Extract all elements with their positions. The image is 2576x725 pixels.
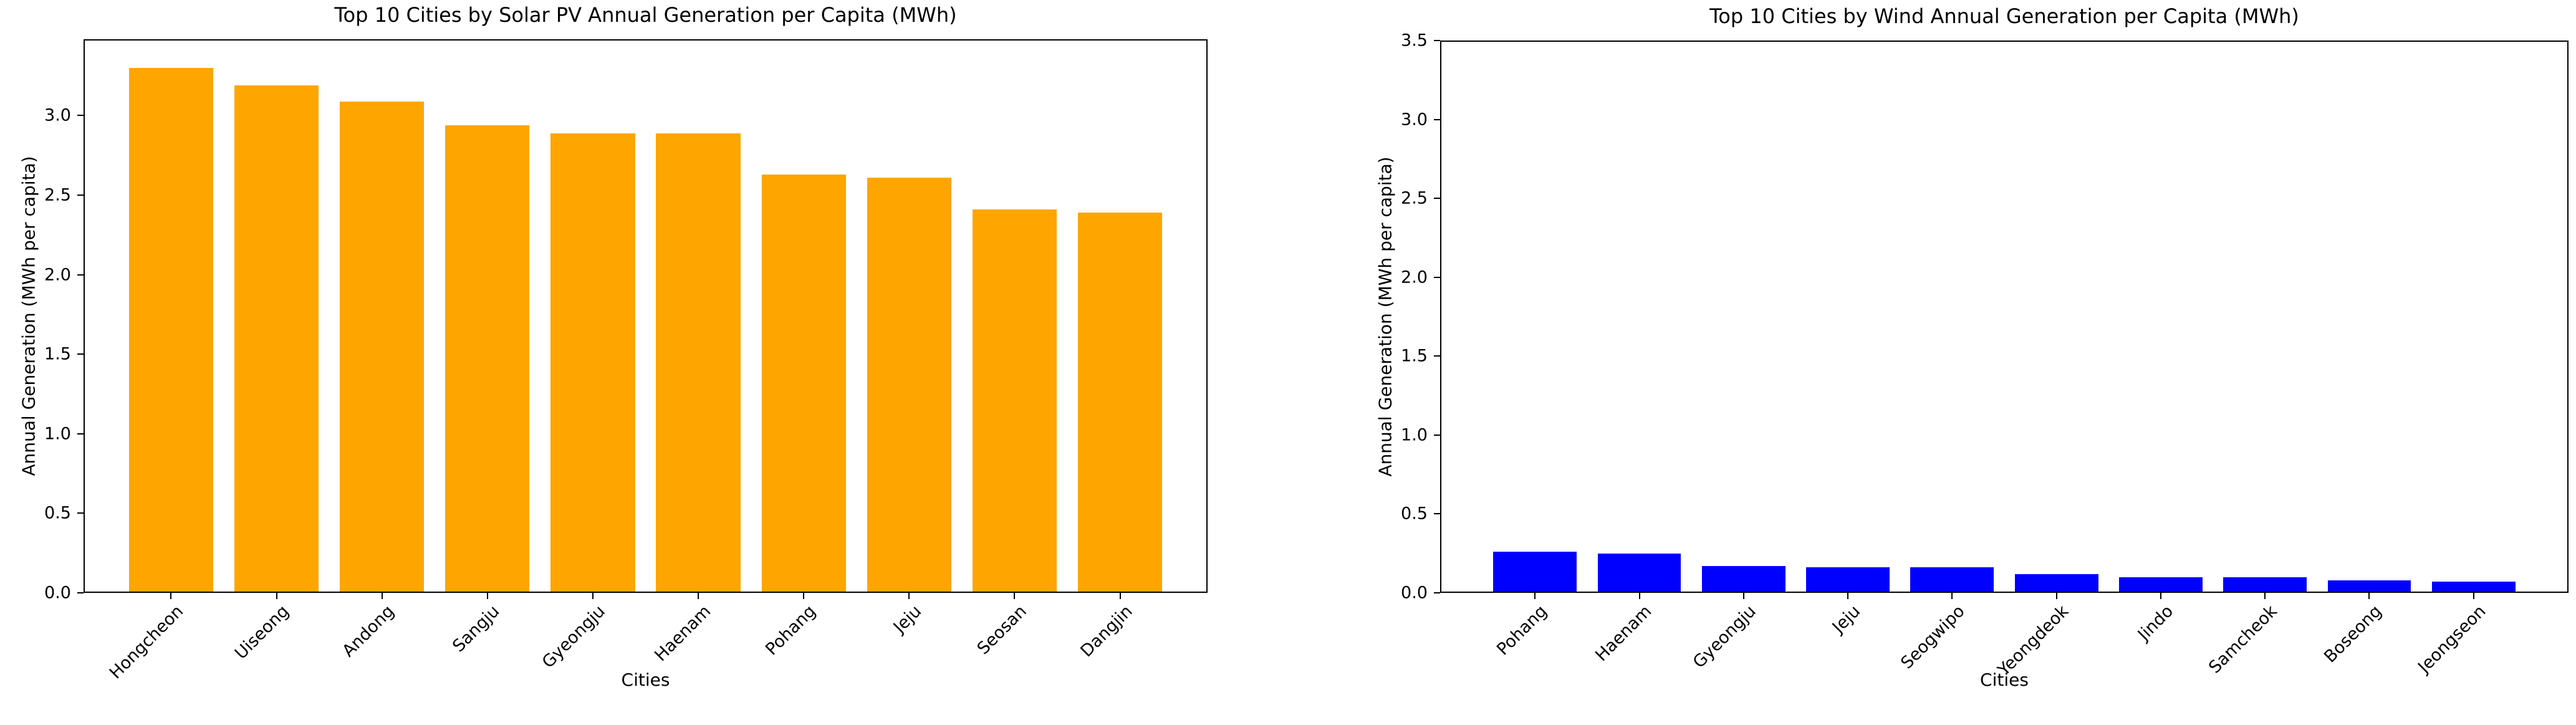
x-tick-mark — [1847, 593, 1849, 599]
y-tick-mark — [1434, 355, 1440, 357]
x-tick-label: Jeju — [890, 602, 926, 637]
plot-area-wind: 0.0 0.5 1.0 1.5 2.0 2.5 3.0 3.5 Pohang Haenam Gyeo… — [1401, 31, 2569, 679]
x-tick-label: Jeju — [1829, 602, 1864, 637]
y-tick-label: 2.0 — [1401, 267, 1428, 287]
x-tick-mark — [1534, 593, 1536, 599]
x-tick-label: Jeongseon — [2415, 602, 2490, 677]
y-tick-mark — [77, 433, 84, 435]
x-tick-mark — [908, 593, 910, 599]
x-tick-mark — [1742, 593, 1744, 599]
bar — [656, 133, 741, 592]
x-axis-label-solar: Cities — [621, 670, 670, 690]
bar — [445, 125, 530, 592]
bar — [1701, 565, 1785, 592]
y-tick-mark — [77, 592, 84, 593]
bar — [761, 174, 846, 592]
y-axis-label-solar: Annual Generation (MWh per capita) — [18, 156, 39, 476]
bar — [1597, 553, 1681, 592]
bar — [550, 133, 635, 592]
bar — [234, 85, 319, 592]
x-tick-label: Andong — [339, 602, 398, 661]
bar — [2327, 580, 2411, 592]
x-tick-mark — [698, 593, 699, 599]
y-tick-mark — [77, 353, 84, 355]
y-tick-label: 0.0 — [44, 583, 71, 603]
x-tick-label: Pohang — [1493, 602, 1552, 660]
y-tick-mark — [77, 512, 84, 514]
x-tick-mark — [1014, 593, 1016, 599]
bar — [972, 209, 1057, 592]
x-tick-mark — [2264, 593, 2266, 599]
x-tick-mark — [2055, 593, 2057, 599]
x-tick-label: Boseong — [2320, 602, 2386, 667]
bar — [1910, 567, 1994, 592]
y-axis-label-wind: Annual Generation (MWh per capita) — [1375, 156, 1396, 477]
x-tick-label: Seogwipo — [1896, 602, 1969, 673]
x-tick-mark — [486, 593, 488, 599]
x-axis-label-wind: Cities — [1980, 670, 2029, 690]
y-tick-mark — [77, 274, 84, 276]
y-tick-label: 3.0 — [44, 105, 71, 125]
x-tick-mark — [1638, 593, 1640, 599]
x-tick-label: Haenam — [650, 602, 714, 666]
y-tick-label: 1.0 — [44, 424, 71, 444]
chart-title-wind: Top 10 Cities by Wind Annual Generation … — [1709, 4, 2299, 28]
y-tick-mark — [1434, 198, 1440, 199]
y-tick-label: 3.5 — [1401, 31, 1428, 50]
y-tick-mark — [1434, 118, 1440, 120]
x-tick-mark — [803, 593, 805, 599]
y-tick-label: 1.5 — [44, 344, 71, 364]
x-tick-mark — [2473, 593, 2474, 599]
x-tick-label: Seosan — [974, 602, 1031, 659]
x-tick-mark — [592, 593, 594, 599]
chart-title-solar: Top 10 Cities by Solar PV Annual Generat… — [334, 3, 957, 27]
bar — [128, 67, 214, 592]
y-tick-label: 0.5 — [1401, 504, 1428, 524]
y-tick-label: 2.5 — [44, 185, 71, 205]
y-tick-mark — [1434, 40, 1440, 41]
x-tick-mark — [276, 593, 277, 599]
x-tick-label: Gyeongju — [1689, 602, 1760, 673]
x-tick-mark — [170, 593, 172, 599]
y-tick-mark — [1434, 434, 1440, 436]
x-tick-mark — [2160, 593, 2161, 599]
bar — [2014, 574, 2098, 592]
x-tick-mark — [2368, 593, 2370, 599]
y-tick-label: 3.0 — [1401, 110, 1428, 130]
y-tick-mark — [77, 194, 84, 196]
y-tick-label: 1.5 — [1401, 346, 1428, 366]
y-tick-label: 2.5 — [1401, 188, 1428, 208]
y-tick-mark — [1434, 513, 1440, 515]
y-tick-label: 2.0 — [44, 265, 71, 285]
x-tick-label: Gyeongju — [538, 602, 609, 673]
bar — [1077, 213, 1163, 592]
x-tick-mark — [1951, 593, 1953, 599]
y-tick-mark — [77, 115, 84, 117]
bar — [2223, 577, 2307, 592]
bar — [2431, 582, 2516, 592]
bar — [2119, 577, 2203, 592]
x-tick-mark — [1119, 593, 1121, 599]
x-tick-label: Pohang — [762, 602, 820, 660]
plot-area-solar: 0.0 0.5 1.0 1.5 2.0 2.5 3.0 Hongcheon Uiseong And… — [44, 39, 1208, 683]
y-tick-label: 0.0 — [1401, 583, 1428, 603]
y-tick-label: 0.5 — [44, 503, 71, 523]
bar — [340, 101, 425, 592]
bar — [867, 178, 951, 592]
y-tick-mark — [1434, 276, 1440, 278]
x-tick-label: Haenam — [1592, 602, 1656, 666]
x-tick-label: Samcheok — [2205, 602, 2282, 678]
x-tick-label: Jindo — [2134, 602, 2177, 645]
x-tick-mark — [381, 593, 383, 599]
y-tick-label: 1.0 — [1401, 425, 1428, 445]
x-tick-label: Dangjin — [1077, 602, 1137, 661]
y-tick-mark — [1434, 592, 1440, 593]
x-tick-label: Uiseong — [231, 602, 293, 663]
bar — [1493, 552, 1577, 592]
x-tick-label: Yeongdeok — [1994, 602, 2073, 680]
bar — [1806, 567, 1890, 592]
x-tick-label: Sangju — [449, 602, 504, 656]
